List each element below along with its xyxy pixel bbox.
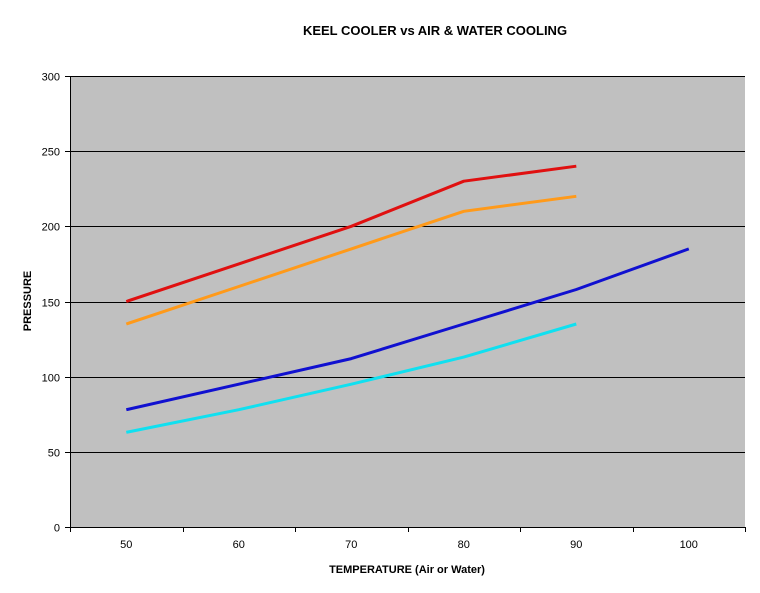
series-line-4 — [126, 322, 577, 434]
y-tick-labels: 0 50 100 150 200 250 300 — [42, 72, 60, 535]
y-tick-label: 100 — [42, 373, 60, 385]
gridlines — [70, 76, 745, 453]
y-tick-label: 50 — [48, 448, 60, 460]
series-line-2 — [125, 194, 577, 326]
x-tick-label: 100 — [680, 539, 698, 551]
y-tick-label: 150 — [42, 298, 60, 310]
x-tick-labels: 50 60 70 80 90 100 — [120, 539, 698, 551]
chart-title: KEEL COOLER vs AIR & WATER COOLING — [303, 23, 567, 38]
y-tick-label: 250 — [42, 147, 60, 159]
y-tick-label: 200 — [42, 222, 60, 234]
x-tick-label: 80 — [458, 539, 470, 551]
series-line-3 — [125, 247, 690, 412]
plot-area — [70, 76, 745, 527]
y-tick-label: 300 — [42, 72, 60, 84]
x-tick-label: 70 — [345, 539, 357, 551]
x-tick-label: 90 — [570, 539, 582, 551]
x-tick-label: 60 — [233, 539, 245, 551]
x-tick-label: 50 — [120, 539, 132, 551]
series-line-1 — [125, 164, 577, 303]
y-axis-label: PRESSURE — [22, 271, 34, 332]
series-lines — [125, 164, 690, 434]
axes — [65, 76, 746, 532]
y-tick-label: 0 — [54, 523, 60, 535]
x-axis-label: TEMPERATURE (Air or Water) — [329, 564, 485, 576]
